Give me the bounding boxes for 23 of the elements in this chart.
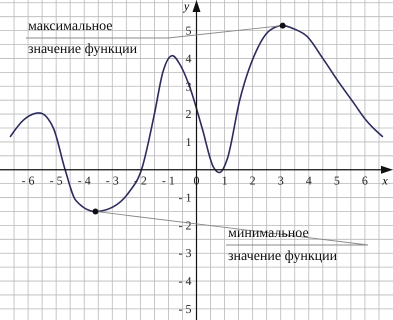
y-tick-label: - 3 <box>178 246 192 260</box>
y-axis-title: y <box>182 0 190 13</box>
annotation: минимальное значение функции <box>228 226 338 264</box>
y-tick-label: 4 <box>186 51 192 66</box>
x-tick-label: 6 <box>362 174 368 188</box>
y-tick-label: 2 <box>186 107 192 122</box>
y-tick-label: - 4 <box>178 274 192 288</box>
x-tick-label: - 1 <box>162 174 175 188</box>
y-tick-label: 5 <box>186 24 192 38</box>
x-tick-label: - 5 <box>50 174 63 188</box>
x-tick-label: 2 <box>250 174 256 188</box>
y-tick-label: 1 <box>186 134 192 149</box>
x-tick-label: 4 <box>306 174 312 188</box>
x-tick-label: - 6 <box>22 174 35 188</box>
x-tick-label: 1 <box>222 174 228 188</box>
x-tick-label: 3 <box>278 174 284 188</box>
x-tick-label: - 4 <box>78 174 91 188</box>
y-tick-label: - 1 <box>178 190 192 205</box>
x-tick-label: - 3 <box>106 174 119 188</box>
x-axis-title: x <box>381 174 388 188</box>
annotation: максимальное значение функции <box>28 19 138 57</box>
y-tick-label: - 5 <box>178 302 192 316</box>
x-tick-label: 5 <box>334 174 340 188</box>
